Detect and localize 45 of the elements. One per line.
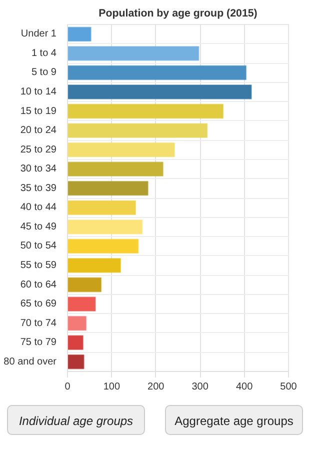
bar <box>68 258 122 273</box>
y-tick-label: 30 to 34 <box>20 164 57 175</box>
x-tick-label: 400 <box>236 382 254 392</box>
bar <box>68 123 208 138</box>
x-tick-label: 500 <box>280 382 298 392</box>
bar <box>68 142 175 158</box>
x-tick-label: 100 <box>103 382 120 392</box>
bar <box>68 277 102 292</box>
bar <box>68 46 200 61</box>
bar <box>68 219 143 234</box>
bar <box>68 162 164 177</box>
y-tick-label: 70 to 74 <box>20 318 57 329</box>
y-tick-label: 80 and over <box>4 356 58 368</box>
y-tick-label: 65 to 69 <box>20 298 57 310</box>
chart-title: Population by age group (2015) <box>98 8 258 20</box>
y-tick-label: 35 to 39 <box>20 182 57 194</box>
y-tick-label: 75 to 79 <box>20 337 57 348</box>
x-tick-label: 300 <box>192 382 209 392</box>
bar <box>68 335 84 350</box>
y-tick-label: 5 to 9 <box>31 67 57 78</box>
y-tick-label: Under 1 <box>20 28 57 40</box>
y-tick-label: 1 to 4 <box>31 48 57 59</box>
x-tick-label: 0 <box>64 382 71 392</box>
bar <box>68 84 252 100</box>
bar <box>68 65 247 80</box>
bar <box>68 238 139 254</box>
y-tick-label: 10 to 14 <box>20 86 57 98</box>
bar <box>68 104 224 119</box>
bar <box>68 354 84 370</box>
y-tick-label: 20 to 24 <box>20 125 57 136</box>
y-tick-label: 50 to 54 <box>20 240 57 252</box>
y-tick-label: 40 to 44 <box>20 202 57 214</box>
y-tick-label: 15 to 19 <box>20 106 57 117</box>
bar <box>68 296 96 312</box>
x-tick-label: 200 <box>148 382 165 392</box>
text: Aggregate age groups <box>165 405 303 435</box>
y-tick-label: 60 to 64 <box>20 279 57 290</box>
y-tick-label: 55 to 59 <box>20 260 57 271</box>
bar <box>68 200 136 216</box>
bar <box>68 26 92 42</box>
bar <box>68 316 87 331</box>
bar <box>68 180 148 196</box>
text: Individual age groups <box>7 405 145 435</box>
y-tick-label: 25 to 29 <box>20 144 57 156</box>
y-tick-label: 45 to 49 <box>20 221 57 232</box>
